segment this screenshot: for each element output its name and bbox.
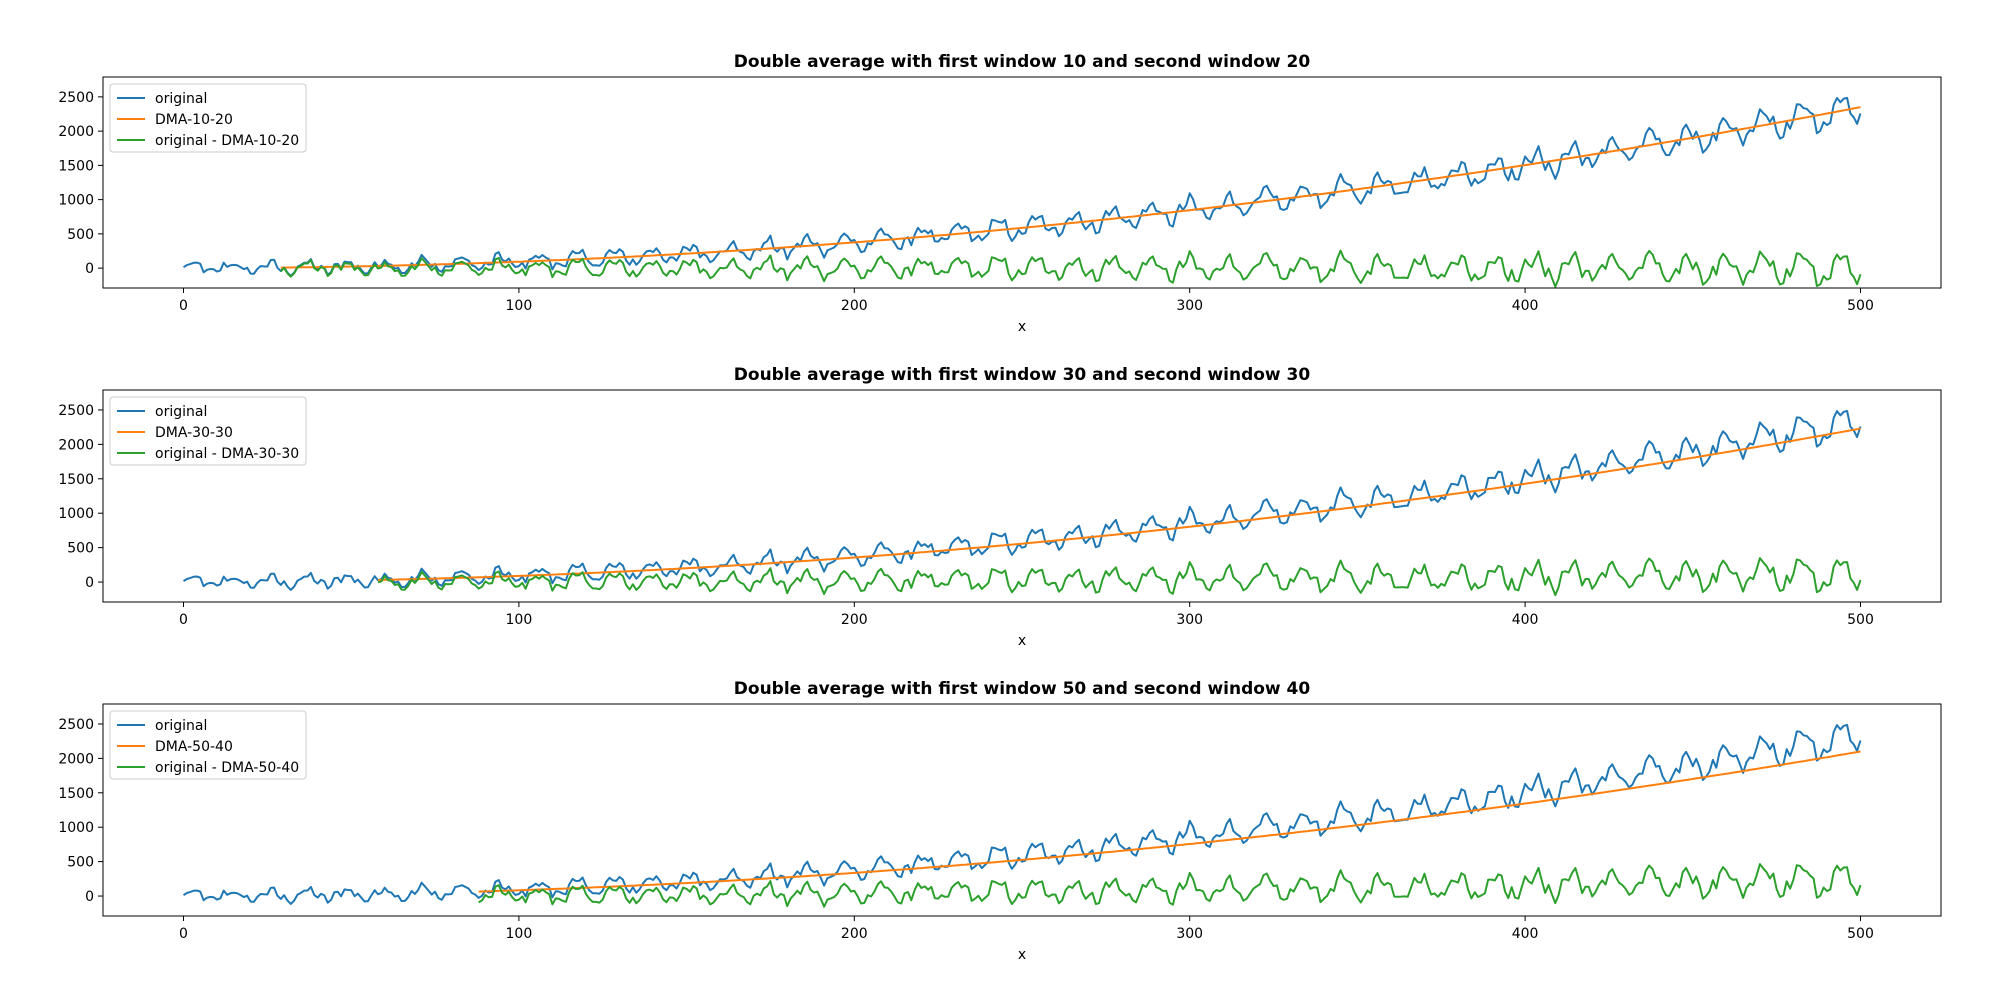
y-tick-label: 0 xyxy=(85,261,94,277)
legend-label: original xyxy=(155,404,207,420)
plot-area xyxy=(182,724,1862,908)
series-line-diff xyxy=(478,863,1862,908)
series-line-dma xyxy=(280,106,1861,269)
x-tick-label: 500 xyxy=(1847,926,1874,942)
series-line-original xyxy=(182,410,1862,591)
legend: original DMA-10-20 original - DMA-10-20 xyxy=(109,83,307,153)
y-tick-label: 2000 xyxy=(58,751,94,767)
legend: original DMA-30-30 original - DMA-30-30 xyxy=(109,396,307,466)
x-tick-label: 500 xyxy=(1847,612,1874,628)
legend-label: DMA-30-30 xyxy=(155,425,233,441)
chart-panel-2: Double average with first window 30 and … xyxy=(58,365,1942,649)
plot-area xyxy=(182,410,1862,597)
y-tick-label: 1500 xyxy=(58,786,94,802)
series-line-original xyxy=(182,96,1862,277)
legend-box xyxy=(109,710,307,780)
x-tick-label: 100 xyxy=(506,298,533,314)
legend-label: original xyxy=(155,718,207,734)
x-tick-label: 200 xyxy=(841,612,868,628)
x-axis-label: x xyxy=(1018,633,1026,649)
series-line-dma xyxy=(377,427,1861,581)
legend: original DMA-50-40 original - DMA-50-40 xyxy=(109,710,307,780)
chart-title: Double average with first window 50 and … xyxy=(734,679,1311,699)
y-tick-label: 1000 xyxy=(58,193,94,209)
y-tick-label: 0 xyxy=(85,889,94,905)
axes-frame xyxy=(102,76,1942,289)
legend-label: original - DMA-10-20 xyxy=(155,133,299,149)
x-axis-label: x xyxy=(1018,319,1026,335)
chart-panel-1: Double average with first window 10 and … xyxy=(58,52,1942,335)
x-tick-label: 0 xyxy=(179,926,188,942)
y-tick-label: 2000 xyxy=(58,124,94,140)
x-tick-label: 400 xyxy=(1512,926,1539,942)
y-tick-label: 2500 xyxy=(58,403,94,419)
legend-label: original xyxy=(155,91,207,107)
series-line-diff xyxy=(280,249,1862,288)
chart-panel-3: Double average with first window 50 and … xyxy=(58,679,1942,963)
x-tick-label: 100 xyxy=(506,926,533,942)
legend-label: DMA-50-40 xyxy=(155,739,233,755)
axes-frame xyxy=(102,703,1942,917)
y-tick-label: 1000 xyxy=(58,820,94,836)
legend-label: DMA-10-20 xyxy=(155,112,233,128)
x-tick-label: 500 xyxy=(1847,298,1874,314)
y-tick-label: 500 xyxy=(67,227,94,243)
y-tick-label: 1500 xyxy=(58,472,94,488)
plot-area xyxy=(182,96,1862,288)
axes-frame xyxy=(102,389,1942,603)
legend-label: original - DMA-50-40 xyxy=(155,760,299,776)
y-tick-label: 500 xyxy=(67,541,94,557)
series-line-dma xyxy=(478,750,1861,893)
x-tick-label: 100 xyxy=(506,612,533,628)
y-tick-label: 0 xyxy=(85,575,94,591)
x-tick-label: 300 xyxy=(1176,926,1203,942)
y-tick-label: 500 xyxy=(67,855,94,871)
x-tick-label: 0 xyxy=(179,612,188,628)
chart-title: Double average with first window 30 and … xyxy=(734,365,1311,385)
y-tick-label: 2000 xyxy=(58,437,94,453)
legend-label: original - DMA-30-30 xyxy=(155,446,299,462)
y-tick-label: 2500 xyxy=(58,717,94,733)
y-tick-label: 1500 xyxy=(58,158,94,174)
legend-box xyxy=(109,83,307,153)
x-tick-label: 200 xyxy=(841,926,868,942)
x-axis-label: x xyxy=(1018,947,1026,963)
x-tick-label: 300 xyxy=(1176,612,1203,628)
x-tick-label: 200 xyxy=(841,298,868,314)
y-tick-label: 1000 xyxy=(58,506,94,522)
x-tick-label: 300 xyxy=(1176,298,1203,314)
x-tick-label: 0 xyxy=(179,298,188,314)
x-tick-label: 400 xyxy=(1512,298,1539,314)
series-line-diff xyxy=(377,557,1862,597)
series-line-original xyxy=(182,724,1862,905)
x-tick-label: 400 xyxy=(1512,612,1539,628)
y-tick-label: 2500 xyxy=(58,90,94,106)
chart-title: Double average with first window 10 and … xyxy=(734,52,1311,72)
legend-box xyxy=(109,396,307,466)
